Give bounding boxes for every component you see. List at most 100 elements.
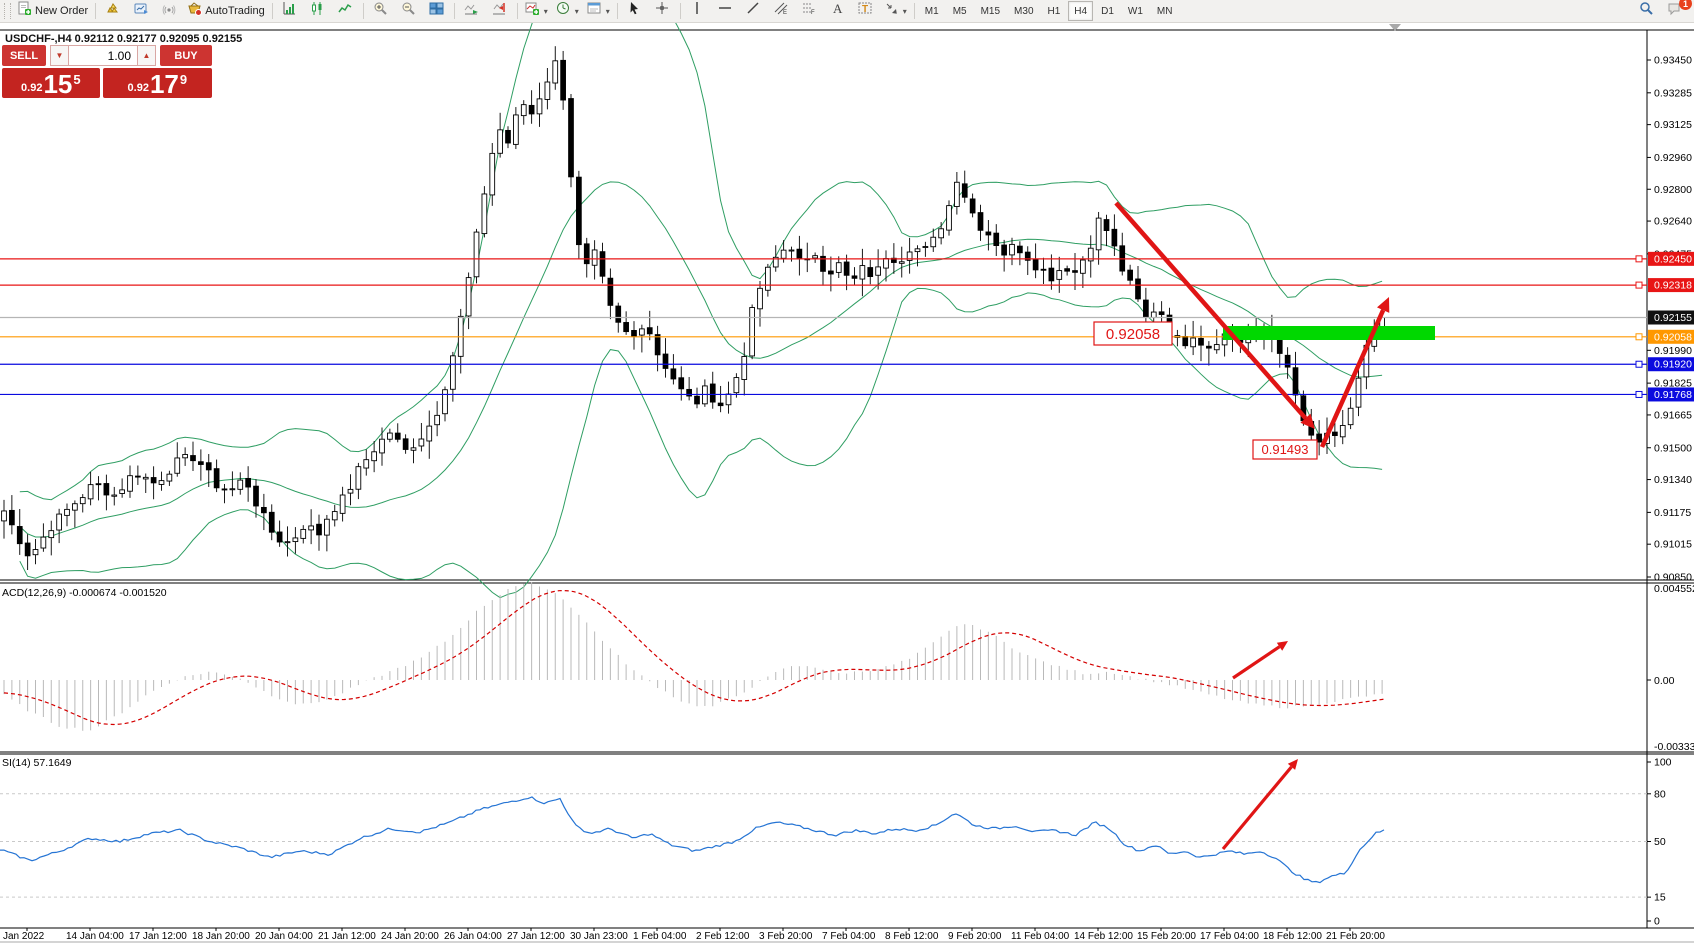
candle-body — [394, 432, 401, 440]
chart-shift-button[interactable] — [486, 0, 514, 22]
price-chip-label: 0.92058 — [1654, 331, 1692, 343]
fibonacci-button[interactable]: F — [796, 0, 824, 22]
indicators-button[interactable]: ▾ — [521, 0, 552, 22]
separator — [271, 3, 273, 19]
macd-up-arrow[interactable] — [1232, 645, 1281, 680]
arrows-button[interactable]: ▾ — [880, 0, 911, 22]
text-label-button[interactable]: T — [852, 0, 880, 22]
candle-body — [725, 393, 732, 406]
text-button[interactable]: A — [824, 0, 852, 22]
new-order-button[interactable]: New Order — [13, 0, 92, 22]
autotrading-button[interactable]: AutoTrading — [183, 0, 269, 22]
bollinger-middle-band — [19, 181, 1383, 538]
timeframe-button-m1[interactable]: M1 — [924, 5, 939, 17]
candle-body — [741, 356, 748, 380]
rsi-line — [0, 796, 1385, 884]
text-label-icon: T — [858, 1, 873, 21]
date-label: 7 Feb 04:00 — [822, 931, 876, 942]
candle-body — [182, 454, 188, 459]
sell-button[interactable]: SELL — [2, 45, 46, 66]
sell-price-display[interactable]: 0.92 15 5 — [2, 68, 100, 98]
price-chip — [1648, 387, 1694, 402]
date-label: 8 Feb 12:00 — [885, 931, 939, 942]
buy-button[interactable]: BUY — [160, 45, 212, 66]
candle-body — [135, 475, 141, 478]
separator — [679, 3, 681, 19]
level-handle[interactable] — [1635, 333, 1643, 341]
candle-body — [954, 181, 960, 207]
level-handle[interactable] — [1635, 390, 1643, 398]
toolbar-grip[interactable] — [4, 3, 11, 19]
channel-button[interactable]: E — [768, 0, 796, 22]
candle-body — [930, 236, 937, 248]
trend-down-arrow[interactable] — [1114, 201, 1308, 420]
templates-button[interactable]: ▾ — [583, 0, 614, 22]
timeframe-button-m5[interactable]: M5 — [952, 5, 967, 17]
crosshair-button[interactable] — [649, 0, 677, 22]
candle-body — [828, 270, 834, 275]
periods-icon — [556, 1, 571, 21]
macd-scale-label: 0.004552 — [1654, 583, 1694, 595]
cursor-button[interactable] — [621, 0, 649, 22]
candle-body — [717, 402, 724, 407]
publish-chart-button[interactable] — [127, 0, 155, 22]
volume-input[interactable] — [69, 45, 137, 66]
timeframe-button-d1[interactable]: D1 — [1101, 5, 1114, 17]
level-handle[interactable] — [1635, 255, 1643, 263]
timeframe-button-h1[interactable]: H1 — [1047, 5, 1061, 17]
level-handle[interactable] — [1635, 281, 1643, 289]
volume-increase-button[interactable]: ▲ — [137, 45, 156, 66]
candlestick-chart-button[interactable] — [304, 0, 332, 22]
signal-button[interactable] — [155, 0, 183, 22]
date-label: 20 Jan 04:00 — [255, 931, 313, 942]
candle-body — [9, 509, 15, 526]
gold-bars-button[interactable] — [99, 0, 127, 22]
candle-body — [379, 438, 385, 454]
candle-body — [843, 261, 850, 276]
level-handle[interactable] — [1635, 360, 1643, 368]
rsi-up-arrow[interactable] — [1221, 765, 1293, 851]
price-annotation-box[interactable] — [1093, 321, 1173, 346]
candle-body — [450, 355, 456, 390]
periods-button[interactable]: ▾ — [552, 0, 583, 22]
candle-body — [654, 334, 661, 356]
bar-chart-button[interactable] — [276, 0, 304, 22]
zoom-in-button[interactable] — [367, 0, 395, 22]
date-label: 30 Jan 23:00 — [570, 931, 628, 942]
price-annotation-box[interactable] — [1252, 439, 1318, 460]
timeframe-button-m15[interactable]: M15 — [980, 5, 1001, 17]
candle-body — [772, 256, 779, 268]
search-button[interactable] — [1632, 0, 1660, 22]
separator — [516, 3, 518, 19]
candle-body — [1048, 267, 1055, 282]
line-chart-button[interactable] — [332, 0, 360, 22]
horizontal-line-button[interactable] — [712, 0, 740, 22]
notifications-button[interactable]: 1 — [1660, 0, 1692, 22]
trend-up-arrow[interactable] — [1319, 309, 1386, 448]
candle-body — [883, 258, 889, 269]
green-highlight-zone[interactable] — [1223, 326, 1435, 340]
price-chip-label: 0.91920 — [1654, 359, 1692, 371]
candle-body — [1135, 278, 1141, 300]
buy-price-display[interactable]: 0.92 17 9 — [102, 68, 212, 98]
trendline-button[interactable] — [740, 0, 768, 22]
timeframe-button-h4[interactable]: H4 — [1068, 1, 1094, 21]
sell-price-prefix: 0.92 — [21, 82, 43, 94]
price-chip-label: 0.92450 — [1654, 253, 1692, 265]
candle-body — [79, 497, 86, 505]
timeframe-button-mn[interactable]: MN — [1156, 5, 1173, 17]
timeframe-button-w1[interactable]: W1 — [1127, 5, 1143, 17]
volume-decrease-button[interactable]: ▼ — [50, 45, 69, 66]
zoom-out-button[interactable] — [395, 0, 423, 22]
tile-windows-button[interactable] — [423, 0, 451, 22]
vertical-line-button[interactable] — [684, 0, 712, 22]
candle-body — [1040, 268, 1047, 271]
candle-body — [213, 468, 220, 489]
auto-scroll-button[interactable] — [458, 0, 486, 22]
zoom-out-icon — [401, 1, 416, 21]
candle-body — [1190, 337, 1196, 348]
timeframe-button-m30[interactable]: M30 — [1014, 5, 1034, 17]
symbol-header: USDCHF-,H4 0.92112 0.92177 0.92095 0.921… — [5, 33, 243, 45]
candle-body — [473, 231, 480, 278]
